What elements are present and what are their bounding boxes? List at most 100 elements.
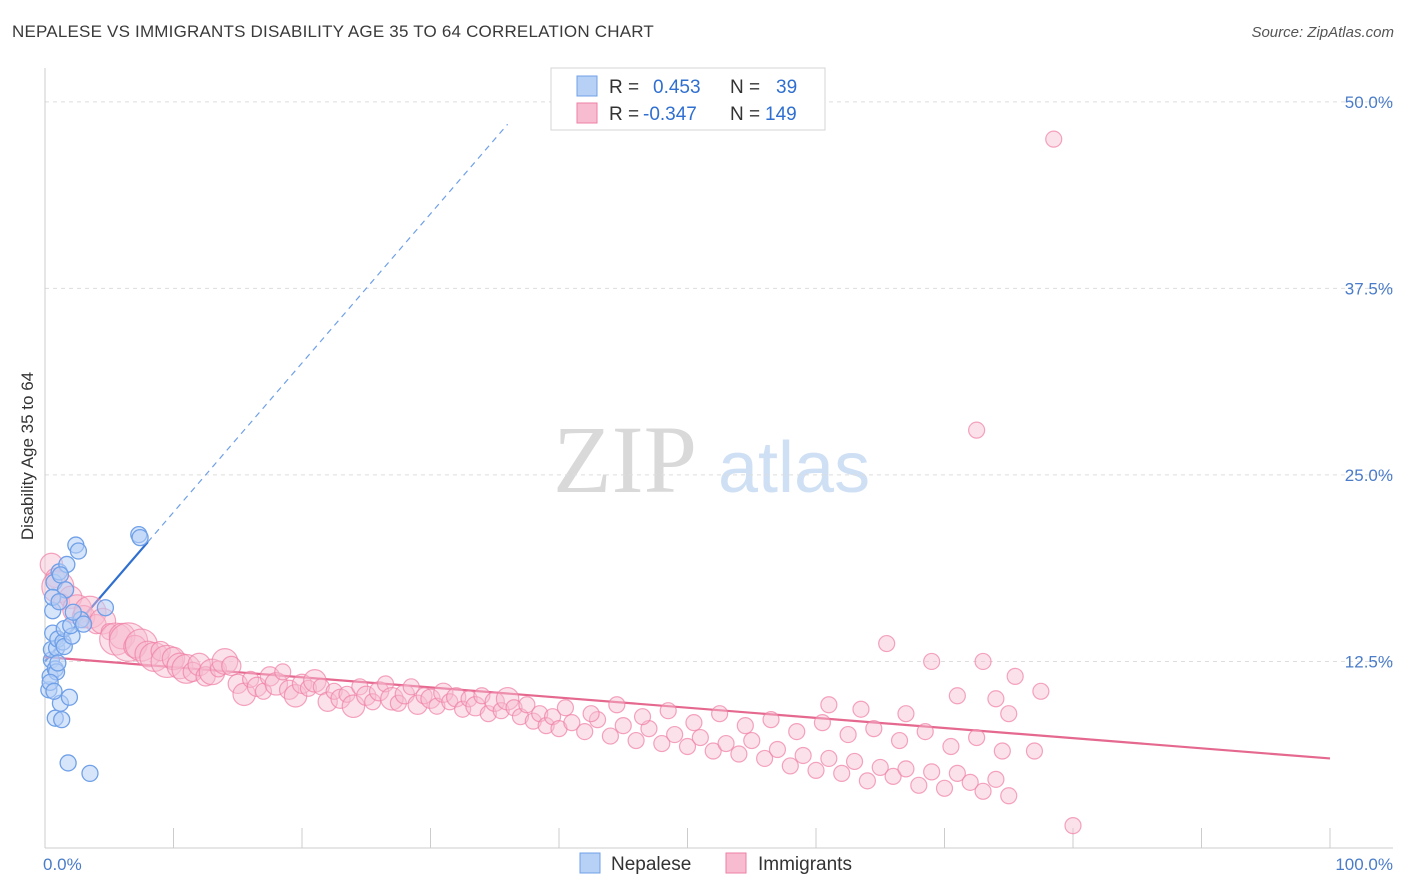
immigrants-point-47: [338, 685, 356, 703]
immigrants-point-92: [704, 742, 722, 760]
immigrants-point-88: [653, 734, 671, 753]
watermark-atlas: atlas: [718, 428, 870, 508]
nepalese-point-37: [50, 593, 68, 611]
immigrants-point-117: [582, 705, 600, 723]
tick-labels: 12.5% 25.0% 37.5% 50.0% 0.0% 100.0%: [43, 93, 1393, 874]
immigrants-point-114: [987, 770, 1005, 788]
immigrants-point-116: [556, 699, 575, 717]
immigrants-point-138: [1064, 817, 1082, 835]
immigrants-point-129: [890, 731, 909, 750]
immigrants-point-125: [788, 722, 806, 741]
immigrants-point-93: [717, 734, 735, 753]
legend-n-label-nepalese: N =: [730, 77, 760, 98]
immigrants-point-90: [678, 737, 697, 756]
stats-legend: R = 0.453 N = 39 R = -0.347 N = 149: [550, 67, 826, 131]
nepalese-point-27: [59, 754, 77, 772]
immigrants-point-107: [897, 760, 915, 778]
immigrants-point-58: [407, 694, 428, 715]
legend-r-value-nepalese: 0.453: [653, 77, 701, 98]
immigrants-point-91: [691, 728, 709, 747]
immigrants-point-28: [211, 648, 239, 675]
immigrants-point-148: [820, 696, 838, 714]
y-tick-label-0: 12.5%: [1345, 652, 1393, 671]
immigrants-point-73: [505, 699, 523, 717]
immigrants-point-71: [492, 702, 510, 720]
immigrants-point-69: [479, 705, 497, 723]
watermark: ZIP atlas: [553, 406, 870, 513]
nepalese-point-21: [60, 688, 79, 706]
nepalese-point-38: [74, 615, 93, 633]
immigrants-point-78: [537, 717, 555, 735]
nepalese-point-35: [64, 603, 82, 621]
nepalese-point-25: [69, 542, 88, 560]
legend-n-value-nepalese: 39: [776, 77, 797, 98]
nepalese-point-31: [131, 528, 149, 547]
immigrants-point-146: [852, 700, 870, 718]
immigrants-point-95: [743, 731, 761, 750]
immigrants-point-83: [588, 711, 607, 729]
immigrants-point-65: [454, 700, 472, 718]
immigrants-point-108: [910, 776, 928, 794]
gridlines: [45, 101, 1393, 662]
nepalese-point-34: [49, 654, 67, 672]
series-legend-swatch-nepalese: [579, 852, 601, 874]
immigrants-point-126: [813, 714, 832, 732]
legend-r-label-immigrants: R =: [609, 104, 639, 125]
immigrants-point-139: [948, 687, 966, 705]
immigrants-point-131: [942, 737, 960, 756]
immigrants-point-124: [762, 711, 780, 729]
immigrants-point-96: [755, 749, 774, 768]
axes: [44, 68, 1393, 849]
y-axis-title: Disability Age 35 to 64: [18, 372, 37, 540]
nepalese-point-19: [51, 566, 70, 584]
immigrants-point-44: [317, 691, 338, 712]
immigrants-point-127: [839, 725, 857, 744]
immigrants-point-97: [768, 740, 787, 759]
immigrants-point-120: [659, 702, 677, 720]
immigrants-point-103: [845, 752, 864, 771]
immigrants-point-123: [736, 717, 754, 735]
immigrants-point-140: [974, 652, 992, 671]
legend-n-value-immigrants: 149: [765, 104, 797, 125]
nepalese-trendline-dashed: [147, 123, 509, 543]
immigrants-point-110: [935, 779, 954, 797]
immigrants-point-121: [685, 714, 703, 732]
immigrants-point-106: [884, 767, 902, 785]
immigrants-point-135: [923, 652, 941, 671]
immigrants-trendline-solid: [44, 655, 1331, 760]
immigrants-point-134: [878, 634, 896, 653]
immigrants-point-81: [563, 714, 581, 732]
immigrants-point-102: [833, 764, 851, 782]
immigrants-point-84: [601, 727, 620, 745]
immigrants-point-85: [614, 717, 632, 735]
immigrants-point-50: [356, 685, 377, 706]
nepalese-point-29: [96, 599, 115, 617]
immigrants-point-99: [794, 746, 812, 765]
x-tick-label-0: 0.0%: [43, 855, 82, 874]
immigrants-point-113: [974, 782, 992, 800]
nepalese-point-14: [53, 711, 71, 729]
immigrants-point-75: [518, 696, 536, 714]
immigrants-point-62: [433, 682, 454, 704]
immigrants-point-130: [916, 722, 934, 741]
immigrants-point-94: [730, 745, 748, 763]
nepalese-point-33: [45, 682, 63, 700]
immigrants-point-147: [897, 705, 915, 723]
immigrants-point-48: [341, 694, 366, 719]
immigrants-point-27: [209, 660, 228, 678]
immigrants-point-13: [108, 622, 149, 662]
series-legend-label-nepalese: Nepalese: [611, 854, 691, 875]
immigrants-point-109: [923, 763, 941, 781]
chart-source: Source: ZipAtlas.com: [1251, 24, 1394, 41]
legend-n-label-immigrants: N =: [730, 104, 760, 125]
legend-swatch-immigrants: [576, 102, 598, 124]
immigrants-point-145: [987, 690, 1005, 708]
immigrants-point-143: [1000, 705, 1018, 723]
x-tick-label-1: 100.0%: [1335, 855, 1393, 874]
legend-r-label-nepalese: R =: [609, 77, 639, 98]
immigrants-point-115: [1000, 787, 1018, 805]
series-legend-label-immigrants: Immigrants: [758, 854, 852, 875]
immigrants-point-136: [968, 421, 986, 439]
immigrants-point-57: [402, 678, 420, 696]
